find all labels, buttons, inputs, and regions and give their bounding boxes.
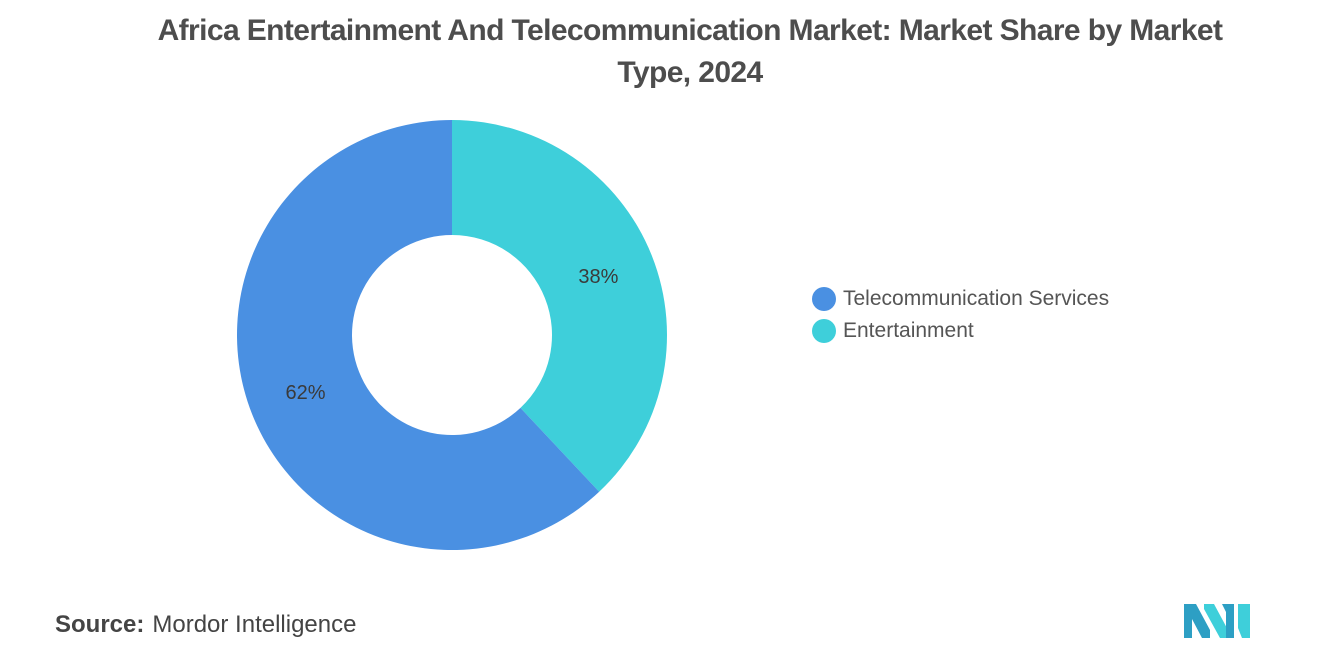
legend-label-entertainment: Entertainment [843,319,974,342]
data-label-entertainment: 38% [578,266,618,288]
legend-swatch-telecommunication-services [812,287,836,311]
chart-title: Africa Entertainment And Telecommunicati… [157,14,1223,89]
data-label-telecommunication-services: 62% [286,382,326,404]
source-line: Source: Mordor Intelligence [55,611,356,639]
source-label: Source: [55,611,145,638]
source-value: Mordor Intelligence [152,611,357,638]
legend-label-telecommunication-services: Telecommunication Services [843,287,1110,310]
slice-entertainment[interactable] [452,120,667,492]
mordor-intelligence-logo-icon [1184,604,1250,638]
legend-item-telecommunication-services[interactable]: Telecommunication Services [812,283,1109,315]
chart-legend: Telecommunication Services Entertainment [812,283,1109,347]
slice-telecommunication-services[interactable] [236,120,600,550]
legend-item-entertainment[interactable]: Entertainment [812,315,1109,347]
legend-swatch-entertainment [812,319,836,343]
